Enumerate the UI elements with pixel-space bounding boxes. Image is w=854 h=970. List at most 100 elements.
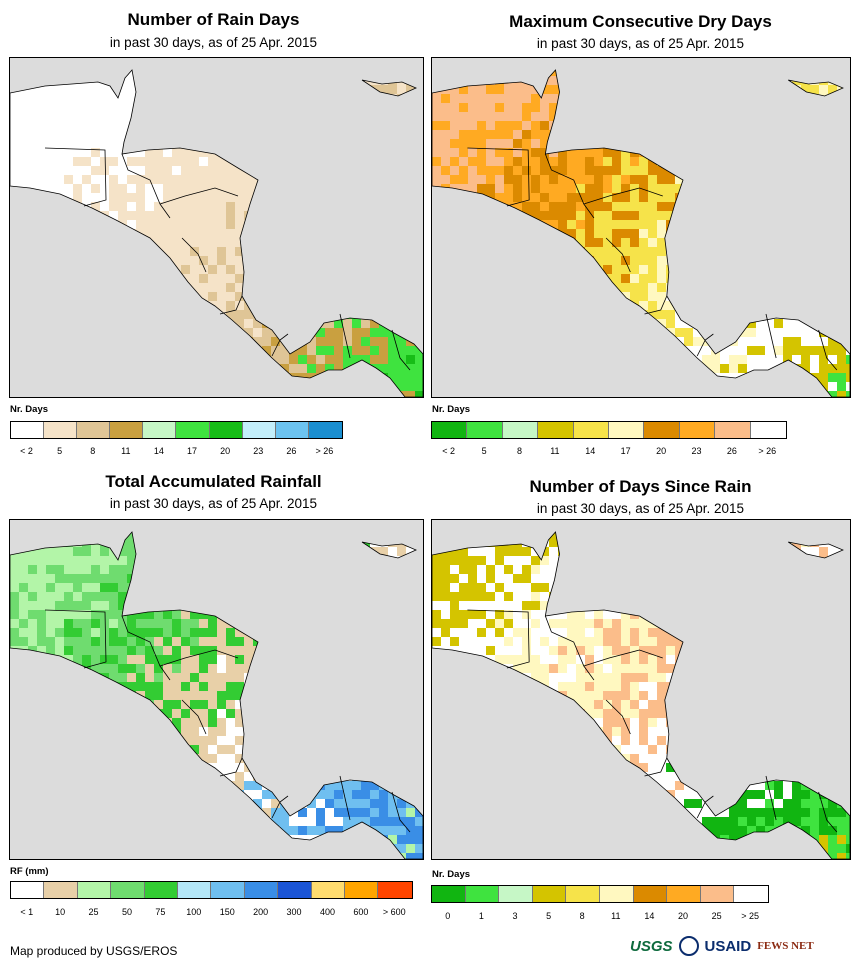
cuba-coastline (788, 541, 844, 559)
panel-title: Total Accumulated Rainfall (105, 472, 322, 491)
legend-tick-label: 20 (220, 446, 231, 456)
legend-swatch (378, 882, 412, 898)
coastline (10, 531, 423, 859)
legend-swatch (566, 886, 600, 902)
country-border (544, 153, 595, 219)
legend-tick-label: 25 (88, 907, 99, 917)
country-border (583, 649, 663, 667)
legend-tick-label: 8 (579, 911, 585, 921)
country-border (765, 313, 777, 359)
legend-ticks: < 2 5 8 11 14 17 20 23 26 > 26 (431, 446, 785, 458)
legend-swatch (734, 886, 768, 902)
panel-rainfall: Total Accumulated Rainfall in past 30 da… (0, 465, 427, 950)
panel-since-rain: Number of Days Since Rain in past 30 day… (427, 465, 854, 950)
legend-tick-label: < 2 (20, 446, 33, 456)
legend-unit: Nr. Days (432, 869, 471, 880)
legend-tick-label: 23 (253, 446, 264, 456)
legend-tick-label: 20 (677, 911, 689, 921)
legend-ticks: < 2 5 8 11 14 17 20 23 26 > 26 (10, 446, 341, 458)
country-border (121, 153, 171, 219)
panel-title: Number of Rain Days (127, 10, 300, 29)
cuba-coastline (361, 541, 417, 559)
usaid-logo: USAID (704, 937, 752, 955)
country-border (605, 237, 631, 273)
legend-swatch (633, 886, 668, 902)
legend-swatch (465, 886, 500, 902)
legend-swatch (209, 422, 243, 438)
credit-text: Map produced by USGS/EROS (10, 944, 178, 958)
legend-swatch (143, 422, 177, 438)
legend-unit: RF (mm) (10, 866, 49, 877)
legend-swatch (538, 422, 574, 438)
country-border (583, 187, 663, 205)
legend-swatch (77, 422, 111, 438)
legend-tick-label: 150 (219, 907, 235, 917)
legend-tick-label: 3 (512, 911, 518, 921)
country-border (391, 329, 411, 371)
country-border (44, 147, 107, 207)
legend-swatch (750, 422, 786, 438)
panel-title: Number of Days Since Rain (529, 477, 752, 496)
country-border (271, 795, 289, 819)
country-border (339, 313, 351, 359)
legend-swatch (110, 422, 144, 438)
country-border (159, 187, 239, 205)
legend-tick-label: > 26 (758, 446, 777, 456)
legend-swatch (11, 882, 45, 898)
legend-swatch (44, 882, 78, 898)
country-border (181, 699, 207, 735)
legend-ticks: 0 1 3 5 8 11 14 20 25 > 25 (431, 911, 767, 923)
legend-tick-label: 11 (611, 911, 621, 921)
panel-subtitle: in past 30 days, as of 25 Apr. 2015 (536, 36, 745, 51)
legend-tick-label: 75 (155, 907, 166, 917)
legend-tick-label: > 25 (741, 911, 760, 921)
legend-tick-label: 200 (253, 907, 269, 917)
legend-tick-label: 8 (90, 446, 96, 456)
country-border (219, 295, 243, 315)
legend-swatch (311, 882, 346, 898)
legend-bar (10, 421, 343, 439)
legend-tick-label: > 26 (315, 446, 334, 456)
legend-swatch (176, 422, 210, 438)
legend-tick-label: 5 (481, 446, 487, 456)
legend-swatch (502, 422, 539, 438)
legend-tick-label: 26 (286, 446, 297, 456)
legend-swatch (644, 422, 680, 438)
legend-tick-label: 11 (550, 446, 560, 456)
legend-tick-label: 50 (121, 907, 132, 917)
legend-ticks: < 1 10 25 50 75 100 150 200 300 400 600 > 600 (10, 907, 411, 919)
legend-swatch (178, 882, 212, 898)
legend-swatch (11, 422, 45, 438)
legend-tick-label: 5 (546, 911, 552, 921)
legend-bar (431, 421, 787, 439)
legend-tick-label: 8 (516, 446, 523, 456)
coastline (432, 531, 850, 859)
country-border (181, 237, 207, 273)
panel-dry-days: Maximum Consecutive Dry Days in past 30 … (427, 0, 854, 485)
legend-swatch (432, 886, 466, 902)
country-border (818, 791, 838, 833)
cuba-coastline (361, 79, 417, 97)
panel-subtitle: in past 30 days, as of 25 Apr. 2015 (536, 501, 745, 516)
legend-swatch (432, 422, 468, 438)
panel-subtitle: in past 30 days, as of 25 Apr. 2015 (109, 496, 318, 511)
map-rainfall (9, 519, 424, 860)
legend-swatch (599, 886, 634, 902)
country-border (605, 699, 631, 735)
legend-tick-label: 600 (353, 907, 369, 917)
legend-swatch (573, 422, 609, 438)
legend-tick-label: 100 (186, 907, 202, 917)
country-border (467, 147, 530, 207)
logo-strip: USGS USAID FEWS NET (630, 933, 814, 959)
legend-tick-label: 14 (153, 446, 164, 456)
legend-tick-label: > 600 (382, 907, 406, 917)
legend-swatch (278, 882, 312, 898)
legend-swatch (308, 422, 342, 438)
map-dry-days (431, 57, 851, 398)
coastline (10, 69, 423, 397)
country-border (696, 333, 714, 357)
country-border (219, 757, 243, 777)
legend-swatch (679, 422, 716, 438)
country-border (818, 329, 838, 371)
legend-tick-label: 10 (55, 907, 66, 917)
